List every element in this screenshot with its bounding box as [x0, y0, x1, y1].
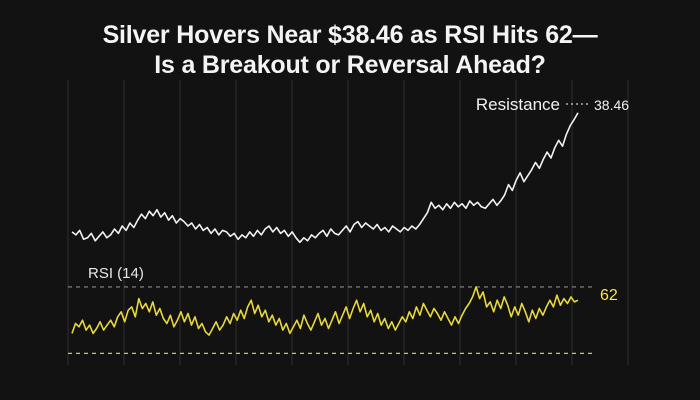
rsi-indicator-label: RSI (14)	[88, 265, 144, 282]
rsi-current-value: 62	[600, 287, 618, 304]
gridlines	[67, 80, 629, 365]
title-line-2: Is a Breakout or Reversal Ahead?	[154, 51, 546, 79]
price-series-line	[71, 112, 579, 244]
title-line-1: Silver Hovers Near $38.46 as RSI Hits 62…	[102, 21, 598, 49]
resistance-value: 38.46	[594, 97, 629, 113]
resistance-label: Resistance	[476, 95, 560, 114]
rsi-series-line	[71, 286, 579, 336]
chart-title: Silver Hovers Near $38.46 as RSI Hits 62…	[0, 20, 700, 80]
reference-lines	[68, 286, 596, 354]
